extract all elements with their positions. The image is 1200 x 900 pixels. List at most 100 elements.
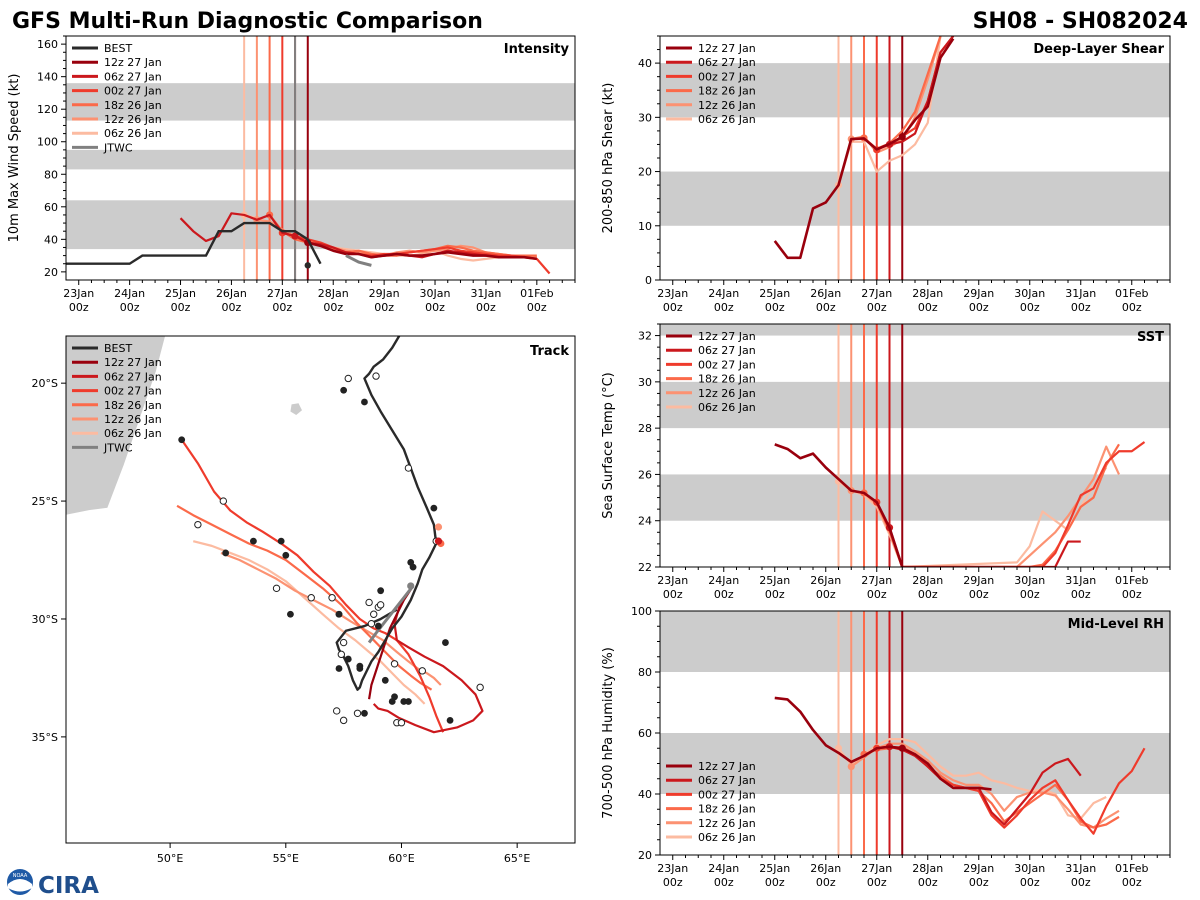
x-tick-label: 25Jan	[165, 287, 196, 300]
threshold-band	[660, 611, 1170, 672]
x-tick-label: 27Jan	[861, 574, 892, 587]
y-tick-label: 80	[638, 666, 652, 679]
x-tick-label: 30Jan	[420, 287, 451, 300]
track-point-open	[418, 667, 426, 675]
y-axis-label: 10m Max Wind Speed (kt)	[7, 74, 22, 243]
x-tick-label: 23Jan	[63, 287, 94, 300]
x-tick-label: 00z	[1020, 876, 1040, 889]
init-point	[898, 133, 906, 141]
legend-label: 00z 27 Jan	[104, 85, 162, 98]
x-tick-label: 00z	[663, 588, 683, 601]
track-point	[335, 610, 343, 618]
cira-logo: NOAA CIRA	[7, 869, 99, 899]
y-tick-label: 24	[638, 515, 652, 528]
y-axis-label: 700-500 hPa Humidity (%)	[601, 647, 616, 819]
lon-tick-label: 50°E	[157, 852, 183, 865]
track-point-open	[272, 584, 281, 593]
x-tick-label: 31Jan	[470, 287, 501, 300]
map-area	[66, 336, 484, 734]
init-point	[834, 744, 843, 752]
best-track-point	[344, 655, 352, 663]
y-tick-label: 20	[638, 849, 652, 862]
best-track-point	[340, 386, 348, 394]
legend-label: 06z 27 Jan	[698, 56, 756, 69]
x-tick-label: 00z	[425, 301, 445, 314]
y-tick-label: 22	[638, 561, 652, 574]
legend-label: BEST	[104, 342, 132, 355]
x-tick-label: 00z	[374, 301, 394, 314]
legend-label: 00z 27 Jan	[698, 788, 756, 801]
legend-label: 00z 27 Jan	[698, 358, 756, 371]
x-tick-label: 00z	[867, 876, 887, 889]
y-tick-label: 10	[638, 220, 652, 233]
x-tick-label: 28Jan	[912, 862, 943, 875]
best-track-point-open	[372, 372, 380, 380]
x-tick-label: 00z	[969, 301, 989, 314]
x-tick-label: 26Jan	[810, 574, 841, 587]
plot-area	[660, 324, 1170, 567]
threshold-band	[66, 200, 575, 250]
lat-tick-label: 25°S	[32, 495, 58, 508]
track-point	[277, 537, 285, 545]
best-track-point	[335, 665, 343, 672]
x-tick-label: 27Jan	[861, 287, 892, 300]
legend-label: JTWC	[103, 441, 133, 454]
x-tick-label: 29Jan	[963, 574, 994, 587]
x-tick-label: 30Jan	[1014, 862, 1045, 875]
track-point	[178, 436, 186, 444]
track-point	[405, 698, 412, 705]
x-tick-label: 00z	[969, 588, 989, 601]
best-track-line	[66, 221, 322, 265]
x-tick-label: 25Jan	[759, 862, 790, 875]
x-tick-label: 00z	[765, 588, 785, 601]
legend-label: 06z 27 Jan	[698, 344, 756, 357]
x-tick-label: 01Feb	[1115, 862, 1148, 875]
legend-label: 18z 26 Jan	[104, 399, 162, 412]
best-track-point	[374, 622, 382, 630]
track-point-open	[328, 594, 336, 602]
x-tick-label: 00z	[1071, 588, 1091, 601]
best-track-point-open	[370, 610, 378, 618]
y-tick-label: 20	[44, 266, 58, 279]
series-line-12z-27-jan	[307, 241, 537, 261]
lat-tick-label: 35°S	[32, 731, 58, 744]
legend-label: 00z 27 Jan	[698, 70, 756, 83]
y-tick-label: 60	[44, 201, 58, 214]
panel-title: Deep-Layer Shear	[1033, 42, 1164, 57]
series-line-12z-27-jan	[774, 696, 992, 791]
series-line-06z-27-jan	[888, 527, 1081, 567]
legend-label: 12z 27 Jan	[698, 760, 756, 773]
x-tick-label: 00z	[663, 301, 683, 314]
best-track-point	[361, 398, 368, 406]
x-tick-label: 00z	[69, 301, 89, 314]
x-tick-label: 00z	[918, 588, 938, 601]
x-tick-label: 00z	[765, 876, 785, 889]
x-tick-label: 00z	[1122, 876, 1142, 889]
legend-label: 06z 26 Jan	[698, 113, 756, 126]
threshold-band	[660, 171, 1170, 226]
best-track-point-open	[367, 619, 376, 628]
threshold-band	[660, 474, 1170, 521]
x-tick-label: 00z	[663, 876, 683, 889]
series-line-12z-27-jan	[773, 37, 955, 260]
reunion-island	[290, 403, 302, 415]
lat-tick-label: 30°S	[32, 613, 58, 626]
track-panel: 50°E 55°E 60°E 65°E 20°S 25°S 30°S 35°S Track BES…	[32, 335, 576, 865]
x-tick-label: 00z	[222, 301, 242, 314]
y-tick-label: 140	[37, 71, 58, 84]
y-tick-label: 30	[638, 376, 652, 389]
jtwc-track-path	[367, 585, 415, 644]
x-tick-label: 00z	[867, 588, 887, 601]
forecast-track-06z-27-jan	[372, 585, 484, 734]
track-point-open	[339, 638, 348, 647]
legend-label: 06z 26 Jan	[104, 427, 162, 440]
init-point	[847, 762, 855, 771]
best-track-point	[407, 558, 415, 566]
init-position-point	[434, 537, 443, 545]
plot-area	[660, 36, 1170, 280]
x-tick-label: 26Jan	[810, 287, 841, 300]
track-point-open	[397, 719, 406, 727]
shear-panel: 01020304023Jan00z24Jan00z25Jan00z26Jan00…	[601, 35, 1171, 314]
